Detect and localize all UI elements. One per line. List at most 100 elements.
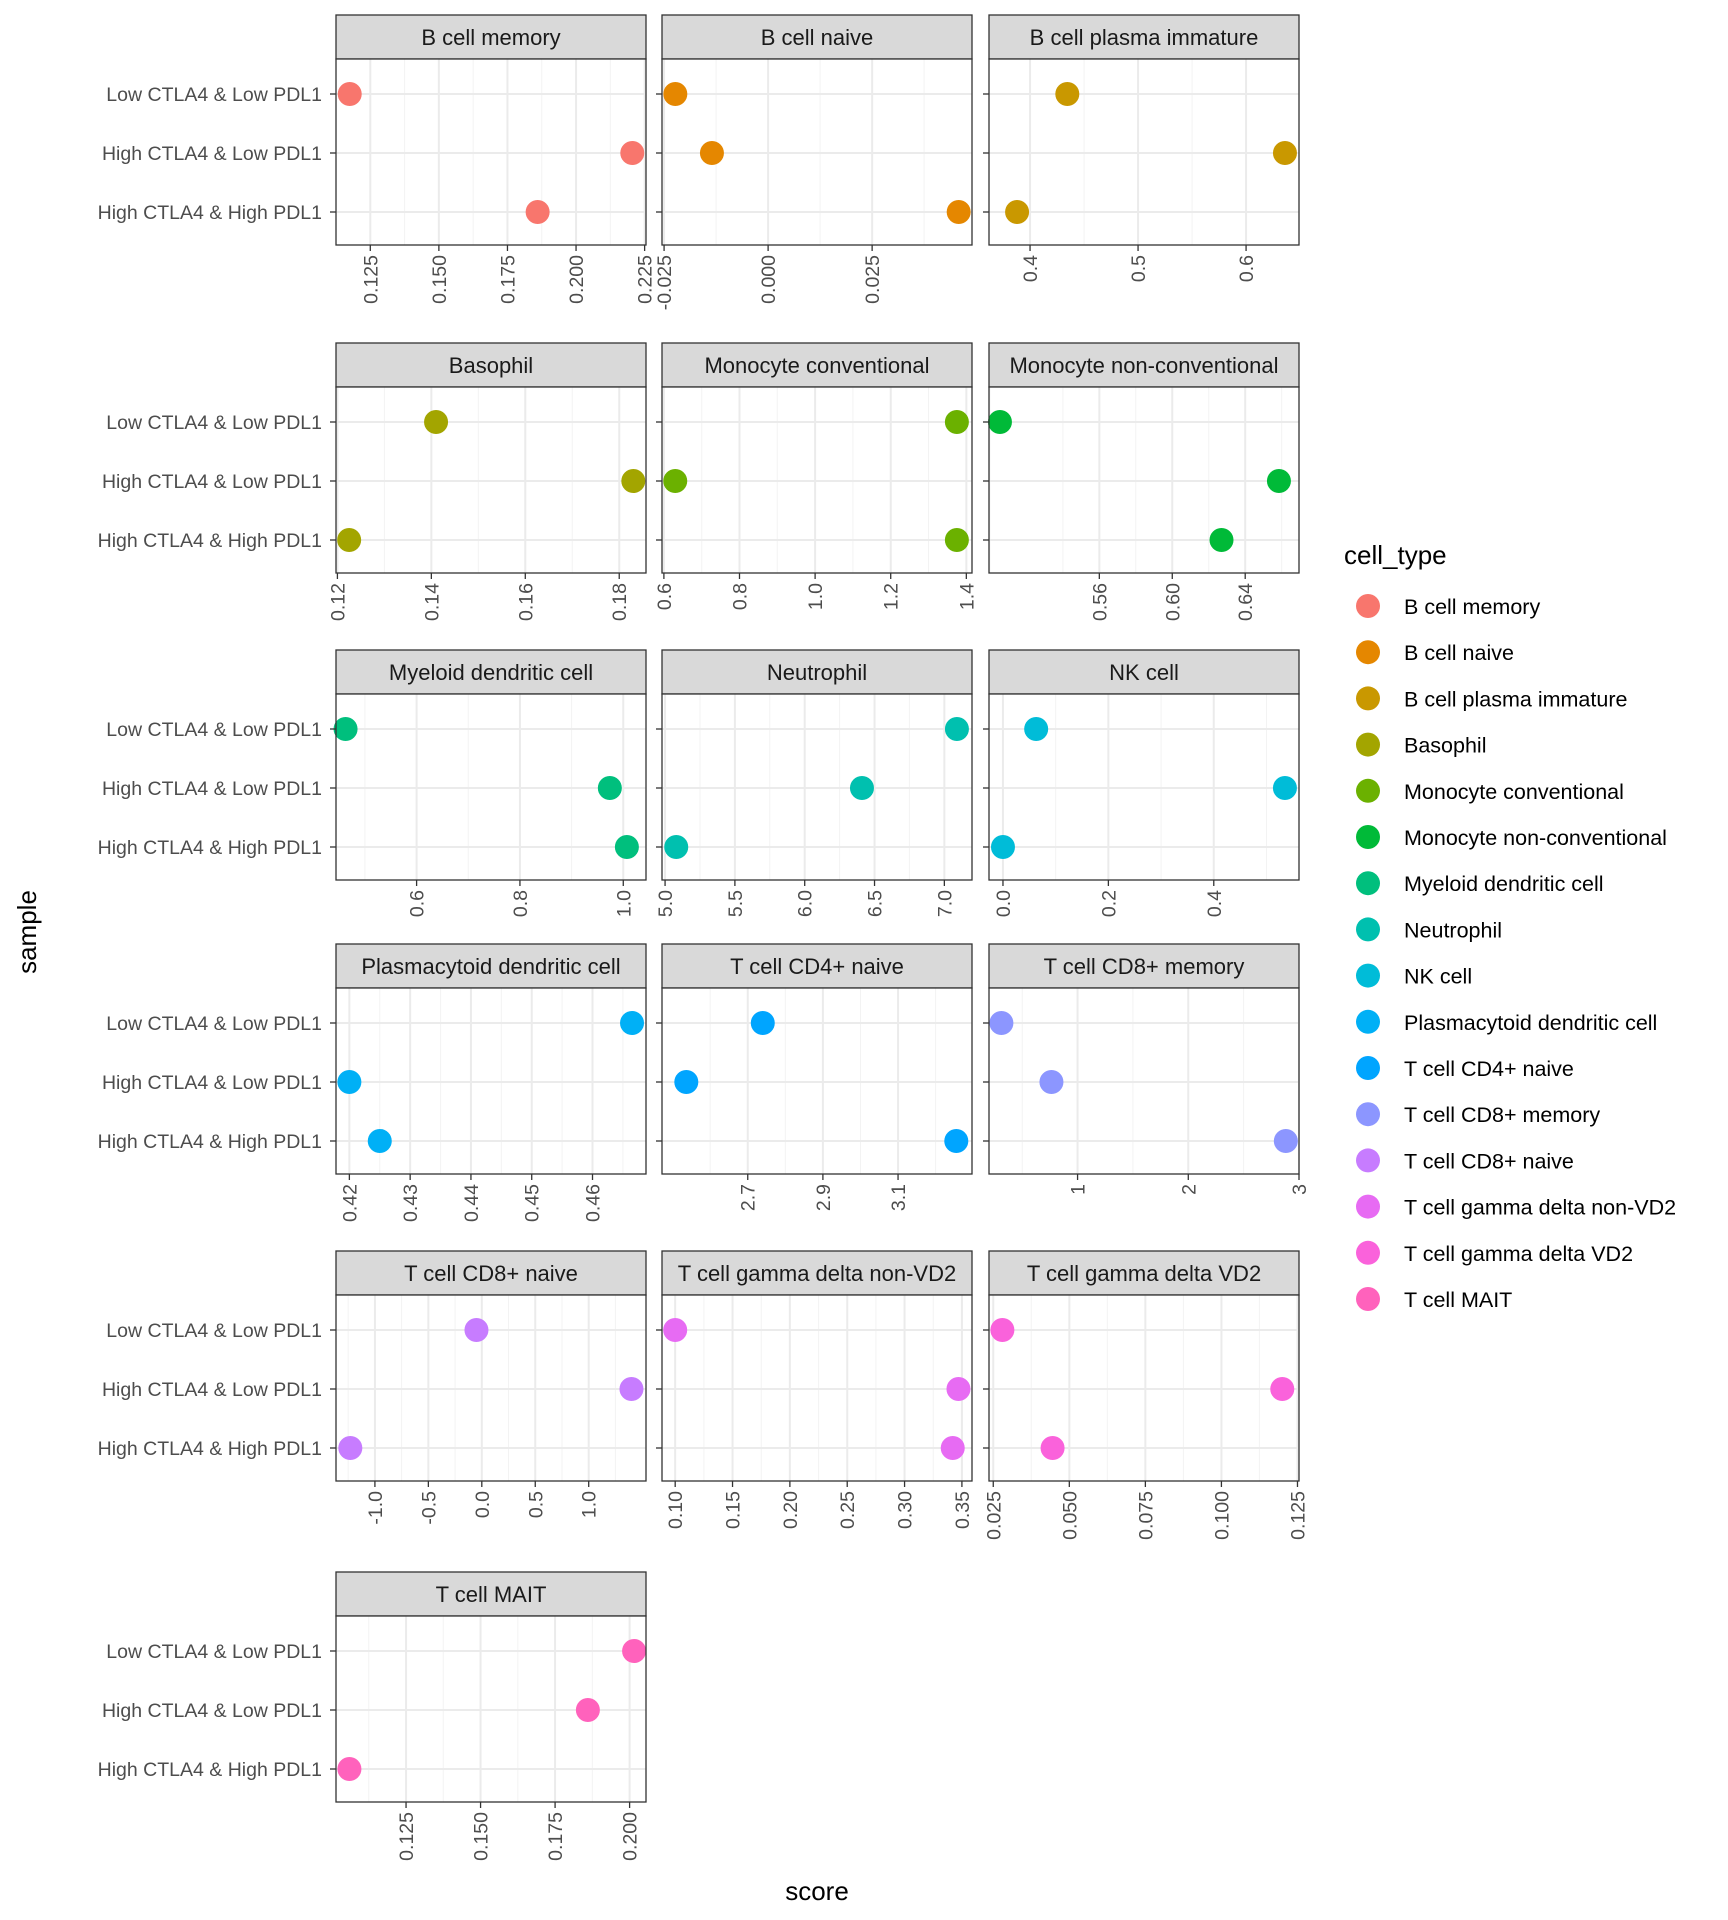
data-point <box>989 1011 1014 1035</box>
x-tick-label: 0.125 <box>396 1812 418 1861</box>
x-tick-label: 0.150 <box>429 255 451 304</box>
x-tick-label: 0.42 <box>339 1184 361 1222</box>
legend-swatch <box>1356 640 1380 665</box>
x-tick-label: 0.025 <box>983 1491 1005 1540</box>
data-point <box>337 528 362 552</box>
panel-title: Monocyte non-conventional <box>1009 353 1278 378</box>
data-point <box>621 469 646 493</box>
x-tick-label: 0.225 <box>635 255 657 304</box>
data-point <box>622 1639 647 1663</box>
x-tick-label: 1 <box>1068 1184 1090 1195</box>
data-point <box>525 200 550 224</box>
legend-label: T cell CD4+ naive <box>1404 1057 1574 1081</box>
x-tick-label: 0.46 <box>583 1184 605 1222</box>
y-tick-label: Low CTLA4 & Low PDL1 <box>106 1320 322 1342</box>
legend-swatch <box>1356 778 1380 803</box>
panel-title: B cell plasma immature <box>1030 25 1259 50</box>
panel: T cell gamma delta VD2 0.025 0.050 0.075 0.1… <box>983 1250 1309 1540</box>
panel-strip <box>335 943 647 989</box>
x-tick-label: 0.000 <box>758 255 780 304</box>
x-tick-label: 0.6 <box>407 890 429 917</box>
legend-label: Basophil <box>1404 734 1486 758</box>
data-point <box>944 1129 969 1153</box>
legend-label: T cell CD8+ naive <box>1404 1149 1574 1173</box>
legend-label: Monocyte non-conventional <box>1404 826 1667 850</box>
x-tick-label: 0.14 <box>421 583 443 621</box>
panel-border <box>335 58 647 246</box>
data-point <box>1040 1436 1065 1460</box>
x-tick-label: 3.1 <box>888 1184 910 1211</box>
data-point <box>367 1129 392 1153</box>
y-axis-title: sample <box>12 890 42 974</box>
x-tick-label: 2 <box>1178 1184 1200 1195</box>
legend-swatch <box>1356 1287 1380 1311</box>
data-point <box>333 717 358 741</box>
x-tick-label: 1.0 <box>579 1491 601 1518</box>
legend-swatch <box>1356 917 1380 942</box>
panel-title: T cell gamma delta VD2 <box>1027 1261 1261 1286</box>
data-point <box>1024 717 1049 741</box>
data-point <box>464 1318 489 1342</box>
x-tick-label: 1.0 <box>613 890 635 917</box>
x-tick-label: 0.0 <box>993 890 1015 917</box>
legend-label: T cell gamma delta non-VD2 <box>1404 1196 1676 1220</box>
x-tick-label: 2.9 <box>813 1184 835 1211</box>
x-tick-label: 0.2 <box>1098 890 1120 917</box>
y-tick-label: Low CTLA4 & Low PDL1 <box>106 1013 322 1035</box>
x-tick-label: 0.43 <box>400 1184 422 1222</box>
panel-title: T cell CD8+ naive <box>404 1261 578 1286</box>
x-tick-label: 0.0 <box>472 1491 494 1518</box>
panel: T cell CD8+ memory 1 2 3 <box>983 943 1311 1195</box>
y-tick-label: Low CTLA4 & Low PDL1 <box>106 412 322 434</box>
panel: T cell MAIT 0.125 0.150 0.175 0.200 Low CTLA4… <box>98 1571 647 1861</box>
x-tick-label: 0.125 <box>1287 1491 1309 1540</box>
panel: B cell memory 0.125 0.150 0.175 0.200 0.225 Lo… <box>98 14 657 304</box>
y-tick-label: High CTLA4 & Low PDL1 <box>102 778 322 800</box>
data-point <box>1273 1129 1298 1153</box>
panel-title: T cell CD8+ memory <box>1044 954 1245 979</box>
panel: B cell naive -0.025 0.000 0.025 <box>654 14 973 310</box>
panel-border <box>335 386 647 574</box>
panel-strip <box>335 1250 647 1296</box>
legend-label: T cell gamma delta VD2 <box>1404 1242 1633 1266</box>
panel-title: NK cell <box>1109 660 1179 685</box>
x-tick-label: 1.2 <box>881 583 903 610</box>
x-tick-label: 1.0 <box>805 583 827 610</box>
panel-title: T cell gamma delta non-VD2 <box>678 1261 956 1286</box>
data-point <box>337 82 362 106</box>
y-tick-label: High CTLA4 & High PDL1 <box>98 202 322 224</box>
x-tick-label: -0.5 <box>418 1491 440 1525</box>
legend-swatch <box>1356 871 1380 896</box>
data-point <box>663 82 688 106</box>
x-tick-label: 0.200 <box>566 255 588 304</box>
data-point <box>750 1011 775 1035</box>
data-point <box>1005 200 1030 224</box>
panel-title: Myeloid dendritic cell <box>389 660 593 685</box>
x-tick-label: 0.18 <box>609 583 631 621</box>
x-tick-label: 0.5 <box>525 1491 547 1518</box>
legend-swatch <box>1356 1148 1380 1173</box>
x-tick-label: 0.8 <box>730 583 752 610</box>
panel: T cell CD4+ naive 2.7 2.9 3.1 <box>656 943 973 1211</box>
x-tick-label: 0.56 <box>1089 583 1111 621</box>
y-tick-label: Low CTLA4 & Low PDL1 <box>106 84 322 106</box>
x-tick-label: 0.5 <box>1128 255 1150 282</box>
data-point <box>1270 1377 1295 1401</box>
data-point <box>620 1011 645 1035</box>
panel: T cell gamma delta non-VD2 0.10 0.15 0.20 0.… <box>656 1250 974 1529</box>
legend-swatch <box>1356 594 1380 618</box>
data-point <box>664 835 689 859</box>
x-tick-label: 0.175 <box>497 255 519 304</box>
data-point <box>699 141 724 165</box>
x-tick-label: 0.60 <box>1162 583 1184 621</box>
x-tick-label: 6.0 <box>795 890 817 917</box>
data-point <box>663 1318 688 1342</box>
panel: Monocyte conventional 0.6 0.8 1.0 1.2 1.4 <box>654 342 978 610</box>
data-point <box>944 410 969 434</box>
data-point <box>337 1757 362 1781</box>
legend-swatch <box>1356 686 1380 711</box>
y-tick-label: High CTLA4 & High PDL1 <box>98 837 322 859</box>
x-tick-label: 0.050 <box>1059 1491 1081 1540</box>
x-tick-label: 5.0 <box>655 890 677 917</box>
